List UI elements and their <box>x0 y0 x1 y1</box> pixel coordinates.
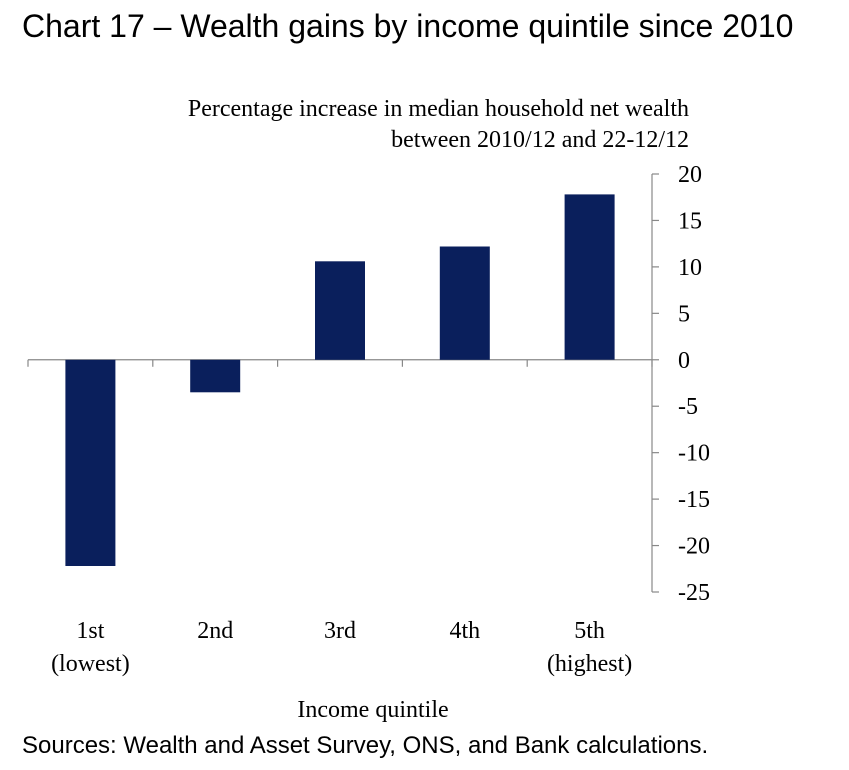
y-tick-label: -5 <box>678 394 698 420</box>
bar-5 <box>564 194 615 360</box>
bar-3 <box>315 261 365 360</box>
subtitle-line-2: between 2010/12 and 22-12/12 <box>391 127 689 153</box>
x-tick-label: 5th <box>574 618 605 644</box>
x-tick-label: 3rd <box>324 618 356 644</box>
chart-title: Chart 17 – Wealth gains by income quinti… <box>22 8 794 44</box>
y-tick-label: -15 <box>678 487 710 513</box>
x-tick-label: 1st <box>76 618 104 644</box>
x-tick-label: (lowest) <box>51 651 130 677</box>
sources-note: Sources: Wealth and Asset Survey, ONS, a… <box>22 732 709 759</box>
subtitle-line-1: Percentage increase in median household … <box>187 96 689 122</box>
y-tick-label: -25 <box>678 580 710 606</box>
y-tick-label: -10 <box>678 441 710 467</box>
y-tick-labels: 20 15 10 5 0 -5 -10 -15 -20 -25 <box>678 162 710 606</box>
bar-4 <box>439 246 490 360</box>
x-tick-label: (highest) <box>547 651 632 677</box>
chart-bars <box>65 194 615 566</box>
x-tick-label: 4th <box>449 618 480 644</box>
y-tick-label: -20 <box>678 534 710 560</box>
bar-2 <box>190 359 241 393</box>
y-tick-label: 5 <box>678 301 690 327</box>
y-tick-label: 0 <box>678 348 690 374</box>
x-axis-label: Income quintile <box>297 697 449 723</box>
y-tick-label: 15 <box>678 208 702 234</box>
y-tick-label: 20 <box>678 162 702 188</box>
x-tick-label: 2nd <box>197 618 233 644</box>
chart-subtitle: Percentage increase in median household … <box>188 94 689 156</box>
chart-axes <box>27 173 659 593</box>
x-tick-labels: 1st (lowest) 2nd 3rd 4th 5th (highest) <box>51 618 632 677</box>
bar-1 <box>65 359 116 566</box>
y-tick-label: 10 <box>678 255 702 281</box>
